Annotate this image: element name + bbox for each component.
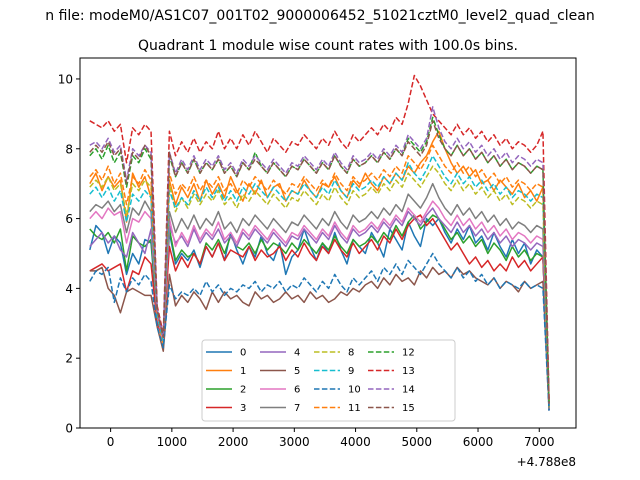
legend-label-13: 13: [402, 366, 415, 377]
legend-label-11: 11: [348, 403, 361, 414]
legend-label-3: 3: [240, 403, 246, 414]
x-tick-label: 7000: [524, 435, 555, 449]
x-tick-label: 5000: [402, 435, 433, 449]
legend-label-10: 10: [348, 385, 361, 396]
legend-label-8: 8: [348, 348, 354, 359]
series-line-15: [89, 120, 550, 404]
legend-label-6: 6: [294, 385, 300, 396]
legend-label-0: 0: [240, 348, 246, 359]
x-tick-label: 3000: [279, 435, 310, 449]
chart-title: Quadrant 1 module wise count rates with …: [138, 38, 518, 54]
y-tick-label: 8: [65, 142, 73, 156]
legend-label-14: 14: [402, 385, 415, 396]
series-layer: [89, 74, 550, 411]
x-tick-label: 0: [107, 435, 115, 449]
legend-label-2: 2: [240, 385, 246, 396]
legend-label-5: 5: [294, 366, 300, 377]
chart-suptitle: n file: modeM0/AS1C07_001T02_9000006452_…: [45, 8, 594, 24]
y-axis: 0 2 4 6 8 10: [58, 72, 80, 436]
y-tick-label: 0: [65, 422, 73, 436]
x-tick-label: 6000: [463, 435, 494, 449]
x-tick-label: 2000: [218, 435, 249, 449]
legend-label-4: 4: [294, 348, 300, 359]
x-tick-label: 4000: [340, 435, 371, 449]
legend-label-12: 12: [402, 348, 415, 359]
legend-box: [201, 339, 456, 422]
y-tick-label: 10: [58, 72, 73, 86]
x-tick-label: 1000: [157, 435, 188, 449]
legend-label-15: 15: [402, 403, 415, 414]
y-tick-label: 2: [65, 352, 73, 366]
legend-label-7: 7: [294, 403, 300, 414]
legend-label-9: 9: [348, 366, 354, 377]
y-tick-label: 4: [65, 282, 73, 296]
x-axis: 0 1000 2000 3000 4000 5000 6000 7000: [107, 428, 555, 449]
series-line-14: [89, 106, 550, 404]
y-tick-label: 6: [65, 212, 73, 226]
x-offset-label: +4.788e8: [517, 455, 576, 469]
axes-frame: [79, 57, 577, 429]
legend-label-1: 1: [240, 366, 246, 377]
series-line-10: [89, 252, 550, 411]
series-line-8: [89, 165, 550, 408]
